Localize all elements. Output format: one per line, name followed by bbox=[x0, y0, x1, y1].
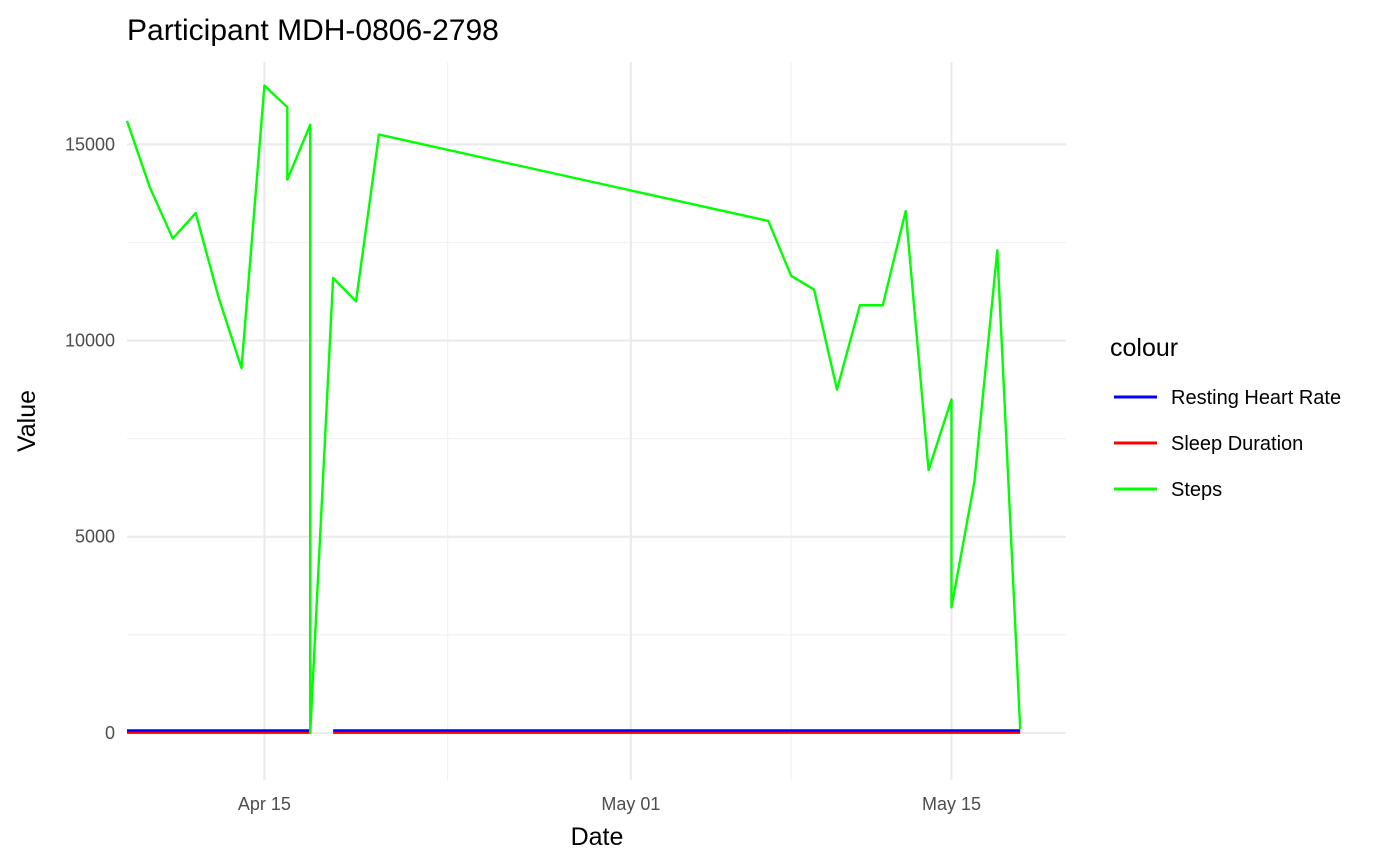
x-axis-ticks: Apr 15 May 01 May 15 bbox=[238, 794, 981, 814]
y-tick-label: 10000 bbox=[65, 331, 115, 351]
series-lines bbox=[125, 84, 1022, 735]
y-axis-title: Value bbox=[13, 390, 41, 452]
chart-title: Participant MDH-0806-2798 bbox=[127, 14, 499, 47]
legend: colour Resting Heart Rate Sleep Duration S… bbox=[1110, 334, 1341, 501]
legend-label-steps: Steps bbox=[1171, 479, 1222, 501]
legend-label-sleep-duration: Sleep Duration bbox=[1171, 433, 1303, 455]
y-tick-label: 5000 bbox=[75, 527, 115, 547]
y-axis-ticks: 0 5000 10000 15000 bbox=[65, 134, 115, 743]
x-tick-label: May 15 bbox=[922, 794, 981, 814]
legend-title: colour bbox=[1110, 334, 1178, 362]
x-tick-label: Apr 15 bbox=[238, 794, 291, 814]
y-tick-label: 15000 bbox=[65, 134, 115, 154]
legend-label-resting-heart-rate: Resting Heart Rate bbox=[1171, 387, 1341, 409]
x-axis-title: Date bbox=[571, 823, 624, 851]
x-tick-label: May 01 bbox=[601, 794, 660, 814]
series-line-steps bbox=[125, 84, 1022, 735]
y-tick-label: 0 bbox=[105, 723, 115, 743]
